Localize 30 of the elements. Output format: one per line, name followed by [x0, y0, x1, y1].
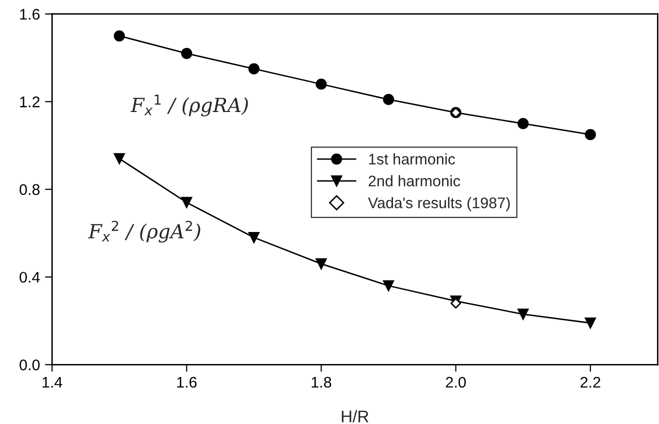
point — [584, 128, 596, 140]
point — [248, 63, 260, 74]
point — [382, 94, 394, 106]
legend-label: 2nd harmonic — [368, 175, 460, 186]
point — [518, 118, 529, 130]
x-tick-label: 1.8 — [312, 376, 332, 388]
legend-label: 1st harmonic — [369, 153, 455, 165]
x-tick-label: 1.4 — [42, 377, 62, 388]
point — [518, 308, 529, 320]
y-tick-label: 0.8 — [20, 184, 40, 195]
point — [181, 48, 192, 59]
x-axis-title: H/R — [342, 410, 368, 422]
y-tick-label: 1.2 — [20, 96, 40, 108]
point — [114, 30, 125, 42]
y-tick-label: 1.6 — [20, 8, 40, 20]
y-tick-label: 0.4 — [20, 272, 40, 283]
annotation: F$_{x}$$^{2}$ / (ρgA$^{2}$) — [88, 220, 200, 243]
x-tick-label: 1.6 — [177, 376, 197, 388]
point — [584, 317, 596, 329]
y-tick-label: 0.0 — [20, 360, 40, 370]
point — [382, 280, 394, 292]
point — [181, 196, 192, 208]
x-tick-label: 2.0 — [446, 376, 466, 388]
legend-label: Vada's results (1987) — [368, 197, 510, 212]
annotation: F$_{x}$$^{1}$ / (ρgRA) — [130, 94, 248, 116]
point — [114, 153, 125, 164]
point — [316, 258, 327, 270]
x-tick-label: 2.2 — [580, 376, 600, 388]
point — [316, 78, 327, 90]
point — [248, 232, 260, 244]
